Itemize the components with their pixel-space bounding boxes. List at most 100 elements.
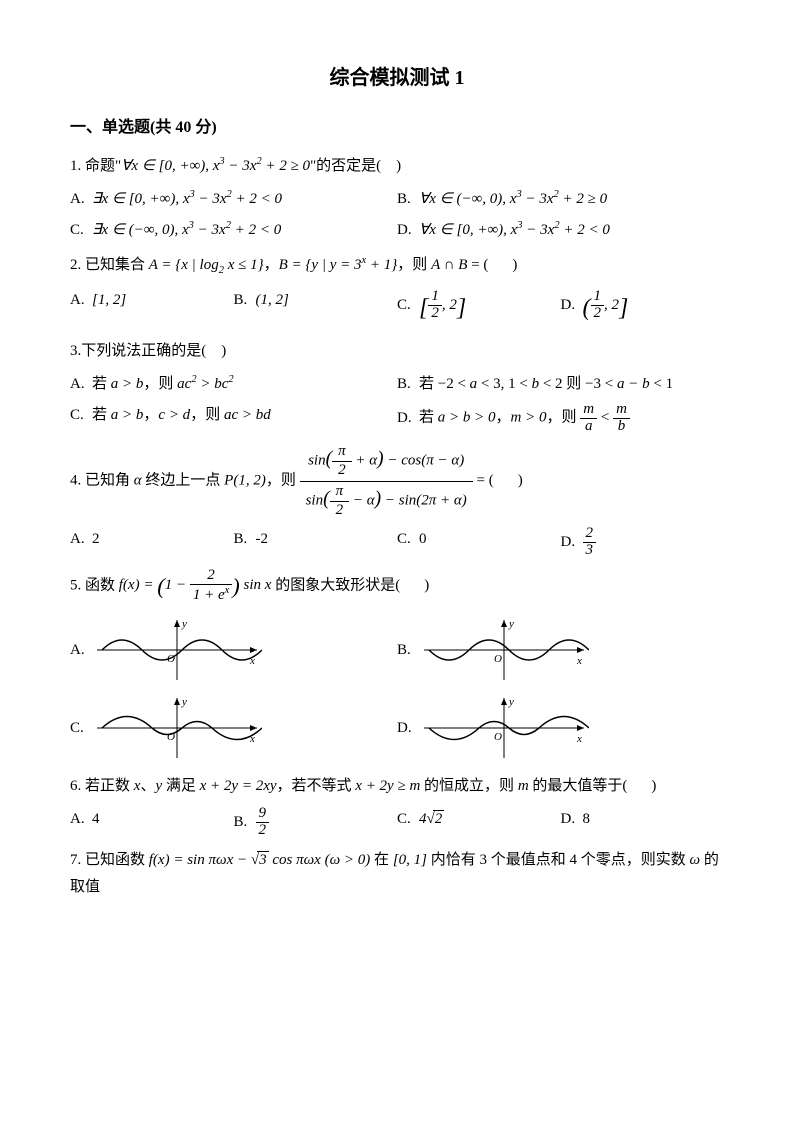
label: A. xyxy=(70,287,92,314)
opt-C: C.0 xyxy=(397,524,561,561)
q-num: 1. xyxy=(70,158,81,174)
label: A. xyxy=(70,526,92,553)
q2-stem: 2. 已知集合 A = {x | log2 x ≤ 1}，B = {y | y … xyxy=(70,252,724,281)
big-fraction: sin(π2 + α) − cos(π − α) sin(π2 − α) − s… xyxy=(300,442,473,520)
opt-A: A.∃x ∈ [0, +∞), x3 − 3x2 + 2 < 0 xyxy=(70,184,397,215)
opt-D: D.23 xyxy=(561,524,725,561)
q-num: 7. xyxy=(70,852,81,868)
d: 1 + ex xyxy=(190,585,232,604)
math: (1, 2] xyxy=(256,292,289,308)
question-5: 5. 函数 f(x) = (1 − 21 + ex) sin x 的图象大致形状… xyxy=(70,567,724,768)
q1-options: A.∃x ∈ [0, +∞), x3 − 3x2 + 2 < 0 B.∀x ∈ … xyxy=(70,184,724,246)
page-title: 综合模拟测试 1 xyxy=(70,60,724,96)
q6-options: A.4 B.92 C.4√2 D.8 xyxy=(70,804,724,841)
svg-text:y: y xyxy=(508,618,514,630)
opt-B: B.-2 xyxy=(234,524,398,561)
svg-text:x: x xyxy=(249,733,255,745)
text: "的否定是( ) xyxy=(310,158,401,174)
v: 4 xyxy=(92,811,100,827)
q2-options: A.[1, 2] B.(1, 2] C.[12, 2] D.(12, 2] xyxy=(70,285,724,332)
q5-row1: A.Oxy B.Oxy xyxy=(70,611,724,689)
v: 8 xyxy=(583,811,591,827)
svg-text:O: O xyxy=(494,653,502,665)
math: [12, 2] xyxy=(419,297,466,313)
numerator: sin(π2 + α) − cos(π − α) xyxy=(300,442,473,482)
label: C. xyxy=(397,292,419,319)
opt-D: D.∀x ∈ [0, +∞), x3 − 3x2 + 2 < 0 xyxy=(397,215,724,246)
svg-text:y: y xyxy=(181,618,187,630)
label: B. xyxy=(397,186,419,213)
label: D. xyxy=(397,405,419,432)
q3-stem: 3.下列说法正确的是( ) xyxy=(70,338,724,365)
svg-text:x: x xyxy=(576,733,582,745)
v: 2 xyxy=(449,297,457,313)
label: C. xyxy=(397,526,419,553)
svg-text:y: y xyxy=(508,696,514,708)
d: 3 xyxy=(583,543,597,559)
v: 2 xyxy=(612,297,620,313)
n: m xyxy=(613,402,630,419)
d: 2 xyxy=(591,306,605,322)
v: 2 xyxy=(92,531,100,547)
opt-B: B.∀x ∈ (−∞, 0), x3 − 3x2 + 2 ≥ 0 xyxy=(397,184,724,215)
graph-D: Ox y xyxy=(419,693,589,763)
text: 命题" xyxy=(85,158,121,174)
label: C. xyxy=(70,217,92,244)
opt-C: C.若 a > b，c > d，则 ac > bd xyxy=(70,400,397,437)
label: D. xyxy=(561,806,583,833)
label: A. xyxy=(70,371,92,398)
n: 9 xyxy=(256,806,270,823)
svg-text:y: y xyxy=(181,696,187,708)
label: B. xyxy=(397,371,419,398)
label: C. xyxy=(70,402,92,429)
opt-D: D.(12, 2] xyxy=(561,285,725,332)
n: 2 xyxy=(190,568,232,585)
question-4: 4. 已知角 α 终边上一点 P(1, 2)，则 sin(π2 + α) − c… xyxy=(70,442,724,561)
q3-options: A.若 a > b，则 ac2 > bc2 B.若 −2 < a < 3, 1 … xyxy=(70,369,724,437)
graph-C: Ox y xyxy=(92,693,262,763)
question-3: 3.下列说法正确的是( ) A.若 a > b，则 ac2 > bc2 B.若 … xyxy=(70,338,724,437)
math: ∃x ∈ (−∞, 0), x3 − 3x2 + 2 < 0 xyxy=(92,222,281,238)
v: 0 xyxy=(419,531,427,547)
math: (12, 2] xyxy=(583,297,629,313)
question-7: 7. 已知函数 f(x) = sin πωx − √3 cos πωx (ω >… xyxy=(70,847,724,901)
math: [1, 2] xyxy=(92,292,126,308)
rad: 2 xyxy=(433,810,445,827)
opt-D: D. Ox y xyxy=(397,689,724,767)
label: C. xyxy=(70,715,92,742)
opt-A: A.Oxy xyxy=(70,611,397,689)
q-num: 5. xyxy=(70,577,81,593)
d: b xyxy=(613,419,630,435)
svg-text:O: O xyxy=(494,731,502,743)
svg-text:O: O xyxy=(167,653,175,665)
q5-stem: 5. 函数 f(x) = (1 − 21 + ex) sin x 的图象大致形状… xyxy=(70,567,724,608)
svg-text:x: x xyxy=(249,655,255,667)
q-num: 6. xyxy=(70,778,81,794)
graph-B: Oxy xyxy=(419,615,589,685)
label: A. xyxy=(70,186,92,213)
math: ∀x ∈ [0, +∞), x3 − 3x2 + 2 < 0 xyxy=(419,222,610,238)
question-6: 6. 若正数 x、y 满足 x + 2y = 2xy，若不等式 x + 2y ≥… xyxy=(70,773,724,841)
label: C. xyxy=(397,806,419,833)
q1-stem: 1. 命题"∀x ∈ [0, +∞), x3 − 3x2 + 2 ≥ 0"的否定… xyxy=(70,153,724,180)
v: -2 xyxy=(256,531,269,547)
label: D. xyxy=(397,217,419,244)
label: D. xyxy=(397,715,419,742)
q-num: 4. xyxy=(70,473,81,489)
q-num: 2. xyxy=(70,257,81,273)
question-2: 2. 已知集合 A = {x | log2 x ≤ 1}，B = {y | y … xyxy=(70,252,724,332)
opt-D: D.若 a > b > 0，m > 0，则 ma < mb xyxy=(397,400,724,437)
svg-text:O: O xyxy=(167,731,175,743)
text: 若 −2 < a < 3, 1 < b < 2 则 −3 < a − b < 1 xyxy=(419,376,673,392)
graph-A: Ox y xyxy=(92,615,262,685)
math: ∀x ∈ (−∞, 0), x3 − 3x2 + 2 ≥ 0 xyxy=(419,191,607,207)
n: m xyxy=(580,402,597,419)
q7-stem: 7. 已知函数 f(x) = sin πωx − √3 cos πωx (ω >… xyxy=(70,847,724,901)
label: D. xyxy=(561,292,583,319)
math: ∀x ∈ [0, +∞), x3 − 3x2 + 2 ≥ 0 xyxy=(121,158,310,174)
question-1: 1. 命题"∀x ∈ [0, +∞), x3 − 3x2 + 2 ≥ 0"的否定… xyxy=(70,153,724,246)
d: a xyxy=(580,419,597,435)
q4-options: A.2 B.-2 C.0 D.23 xyxy=(70,524,724,561)
opt-C: C.∃x ∈ (−∞, 0), x3 − 3x2 + 2 < 0 xyxy=(70,215,397,246)
opt-B: B.Oxy xyxy=(397,611,724,689)
